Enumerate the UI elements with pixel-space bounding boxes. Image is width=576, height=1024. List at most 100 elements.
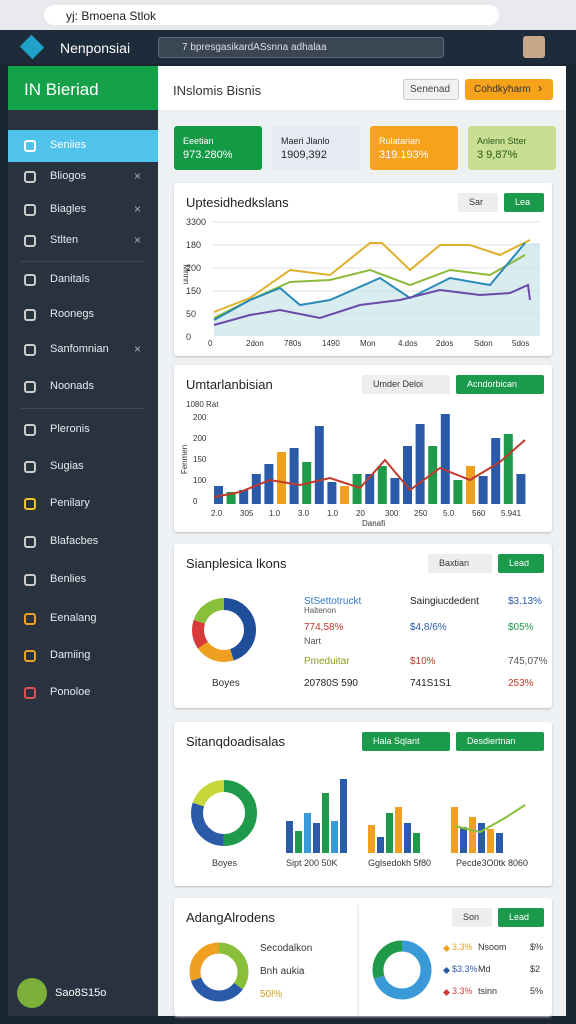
- button[interactable]: [498, 554, 544, 573]
- button-label: Acndorbican: [467, 379, 518, 389]
- nav-item[interactable]: Biagles: [50, 203, 87, 215]
- legend-cell: $2: [530, 964, 541, 974]
- kpi-card: [174, 126, 262, 170]
- cell: $3.13%: [508, 596, 542, 607]
- legend-text: 50l%: [260, 989, 283, 1000]
- nav-item[interactable]: Noonads: [50, 380, 95, 392]
- cell: $10%: [410, 656, 436, 667]
- separator: [20, 261, 145, 262]
- panel-title: Sitanqdoadisalas: [186, 734, 286, 749]
- y-label: 200: [193, 434, 207, 443]
- nav-item[interactable]: Seniies: [50, 139, 87, 151]
- legend-cell: $3.3%: [452, 964, 478, 974]
- line: [213, 239, 531, 313]
- nav-item[interactable]: Benlies: [50, 573, 87, 585]
- bar-shape: [327, 482, 337, 504]
- cell: Pmeduitar: [304, 656, 350, 667]
- tab-title: yj: Bmoena Stlok: [66, 9, 157, 23]
- nav-item[interactable]: Damiing: [50, 649, 91, 661]
- topbar-title: INslomis Bisnis: [173, 83, 262, 98]
- brand: IN Bieriad: [24, 80, 99, 99]
- button[interactable]: [452, 908, 492, 927]
- nav-item[interactable]: Sugias: [50, 460, 84, 472]
- close-icon: ×: [134, 202, 142, 216]
- separator: [20, 408, 145, 409]
- kpi-label: Maeri Jlanlo: [281, 136, 330, 146]
- nav-icon: [24, 613, 36, 625]
- nav-item[interactable]: Blafacbes: [50, 535, 99, 547]
- cell: Saingiucdedent: [410, 596, 479, 607]
- legend-cell: Md: [478, 964, 491, 974]
- nav-icon: [24, 687, 36, 699]
- chart-label: Sipt 200 50K: [286, 858, 338, 868]
- app-name: Nenponsiai: [60, 40, 131, 56]
- kpi-label: Anlenn Stter: [477, 136, 527, 146]
- nav-item[interactable]: Danitals: [50, 273, 90, 285]
- button-label: Lead: [509, 912, 530, 922]
- button-label: Senenad: [410, 84, 451, 95]
- x-label: Mon: [360, 339, 376, 348]
- button[interactable]: [504, 193, 544, 212]
- nav-item[interactable]: Pleronis: [50, 423, 90, 435]
- x-label: 3.0: [298, 509, 310, 518]
- close-icon: ×: [134, 342, 142, 356]
- legend-cell: 5%: [530, 986, 544, 996]
- x-label: 1.0: [269, 509, 281, 518]
- nav-active: [8, 130, 158, 162]
- close-icon: ×: [134, 169, 142, 183]
- button-label: Baxtian: [439, 558, 470, 568]
- kpi-card: [272, 126, 360, 170]
- legend-text: Secodalkon: [260, 943, 313, 954]
- nav-item[interactable]: Stlten: [50, 234, 79, 246]
- nav-item[interactable]: Sanfomnian: [50, 343, 109, 355]
- mini-bar: [295, 831, 302, 853]
- kpi-value: 3 9,87%: [477, 149, 518, 161]
- x-label: 5.941: [501, 509, 522, 518]
- nav-icon: [24, 574, 36, 586]
- search-box[interactable]: [158, 37, 444, 58]
- nav-item[interactable]: Eenalang: [50, 612, 97, 624]
- button[interactable]: [456, 375, 544, 394]
- button[interactable]: [403, 79, 459, 100]
- bar-shape: [226, 492, 236, 504]
- bar-shape: [340, 486, 349, 504]
- button[interactable]: [465, 79, 553, 100]
- cell: 253%: [508, 678, 534, 689]
- legend-cell: Nsoom: [478, 942, 507, 952]
- panel-title: Sianplesica lkons: [186, 556, 287, 571]
- nav-item[interactable]: Bliogos: [50, 170, 87, 182]
- donut-segment: [191, 780, 257, 846]
- nav-icon: [24, 536, 36, 548]
- nav-item[interactable]: Ponoloe: [50, 686, 91, 698]
- button-label: Son: [463, 912, 480, 922]
- nav-icon: [24, 171, 36, 183]
- button[interactable]: [362, 732, 450, 751]
- avatar: [523, 36, 545, 58]
- x-label: 780s: [284, 339, 302, 348]
- mini-bar: [496, 833, 503, 853]
- button[interactable]: [456, 732, 544, 751]
- y-label: 3300: [186, 217, 207, 227]
- button[interactable]: [362, 375, 450, 394]
- nav-item[interactable]: Penilary: [50, 497, 90, 509]
- user-avatar: [17, 978, 47, 1008]
- button[interactable]: [458, 193, 498, 212]
- kpi-value: 973.280%: [183, 149, 233, 161]
- nav-icon: [24, 235, 36, 247]
- mini-bar: [404, 823, 411, 853]
- chart-label: Boyes: [212, 858, 238, 868]
- button[interactable]: [428, 554, 492, 573]
- mini-bar: [395, 807, 402, 853]
- x-label: 4.dos: [398, 339, 418, 348]
- button[interactable]: [498, 908, 544, 927]
- mini-trend: [454, 804, 526, 834]
- kpi-card: [468, 126, 556, 170]
- button-label: Desdiertnan: [467, 736, 516, 746]
- user-name: Sao8S15o: [55, 987, 107, 999]
- nav-icon: [24, 274, 36, 286]
- mini-bar: [368, 825, 375, 853]
- nav-item[interactable]: Roonegs: [50, 308, 95, 320]
- cell: StSettotruckt: [304, 596, 362, 607]
- bar-shape: [214, 486, 223, 504]
